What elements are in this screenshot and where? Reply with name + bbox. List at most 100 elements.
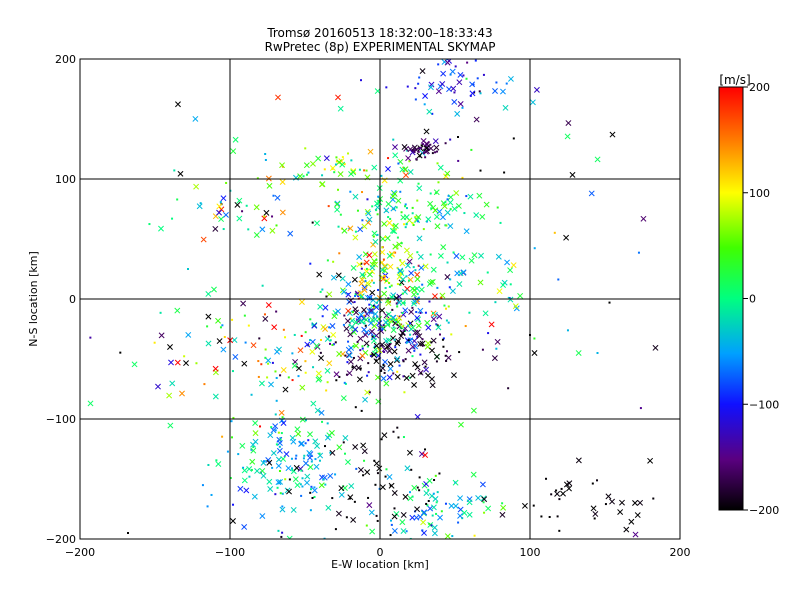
scatter-dot-mark [353, 301, 356, 304]
scatter-dot-mark [275, 443, 278, 446]
scatter-cross-mark [276, 436, 283, 443]
scatter-cross-mark [367, 271, 373, 278]
scatter-cross-mark [361, 326, 368, 333]
scatter-cross-mark [218, 206, 225, 213]
scatter-cross-mark [504, 259, 511, 266]
scatter-dot-mark [427, 499, 430, 502]
scatter-dot-mark [593, 517, 596, 520]
scatter-dot-mark [473, 91, 476, 94]
scatter-cross-mark [619, 499, 625, 506]
scatter-dot-mark [206, 505, 209, 508]
scatter-cross-mark [454, 270, 461, 277]
scatter-dot-mark [311, 496, 314, 499]
scatter-dot-mark [558, 529, 561, 532]
scatter-dot-mark [445, 350, 448, 353]
scatter-dot-mark [364, 280, 367, 283]
scatter-cross-mark [507, 296, 514, 303]
scatter-dot-mark [335, 160, 338, 163]
x-tick-label: 200 [670, 546, 691, 559]
scatter-cross-mark [371, 351, 378, 358]
scatter-dot-mark [261, 284, 264, 287]
scatter-dot-mark [402, 436, 405, 439]
scatter-cross-mark [317, 303, 324, 310]
scatter-dot-mark [383, 350, 386, 353]
scatter-dot-mark [291, 379, 294, 382]
scatter-cross-mark [314, 407, 321, 414]
scatter-dot-mark [401, 325, 404, 328]
scatter-dot-mark [439, 333, 442, 336]
scatter-cross-mark [253, 232, 260, 238]
scatter-cross-mark [488, 321, 495, 328]
scatter-cross-mark [382, 319, 389, 326]
scatter-dot-mark [313, 486, 316, 489]
scatter-dot-mark [396, 370, 399, 373]
scatter-dot-mark [352, 356, 355, 359]
scatter-cross-mark [454, 110, 461, 117]
scatter-dot-mark [334, 528, 337, 531]
scatter-cross-mark [373, 304, 380, 311]
scatter-dot-mark [399, 283, 402, 286]
scatter-dot-mark [392, 224, 395, 227]
scatter-dot-mark [290, 467, 293, 470]
scatter-cross-mark [254, 468, 261, 474]
scatter-dot-mark [371, 353, 374, 356]
scatter-dot-mark [345, 516, 348, 519]
scatter-dot-mark [419, 312, 422, 315]
scatter-cross-mark [369, 264, 376, 271]
scatter-cross-mark [379, 266, 386, 273]
scatter-cross-mark [409, 324, 416, 331]
scatter-dot-mark [385, 468, 388, 471]
scatter-dot-mark [309, 318, 312, 321]
scatter-dot-mark [207, 463, 210, 466]
scatter-dot-mark [281, 416, 284, 419]
scatter-dot-mark [380, 344, 383, 347]
scatter-dot-mark [558, 498, 561, 501]
scatter-dot-mark [278, 445, 281, 448]
scatter-cross-mark [270, 450, 277, 457]
scatter-dot-mark [319, 338, 322, 341]
scatter-dot-mark [479, 169, 482, 172]
scatter-cross-mark [409, 343, 416, 350]
colorbar-tick-label: 200 [749, 81, 770, 94]
scatter-dot-mark [440, 296, 443, 299]
scatter-dot-mark [355, 291, 358, 294]
scatter-cross-mark [412, 329, 419, 336]
scatter-dot-mark [376, 305, 379, 308]
scatter-cross-mark [236, 215, 243, 222]
scatter-dot-mark [302, 457, 305, 460]
scatter-cross-mark [467, 193, 474, 200]
scatter-dot-mark [231, 370, 234, 373]
scatter-cross-mark [411, 381, 418, 388]
scatter-dot-mark [354, 406, 357, 409]
scatter-cross-mark [397, 267, 404, 274]
scatter-cross-mark [216, 338, 223, 345]
scatter-dot-mark [431, 514, 434, 517]
scatter-dot-mark [414, 215, 417, 218]
scatter-cross-mark [366, 308, 373, 315]
scatter-dot-mark [347, 340, 350, 343]
scatter-dot-mark [397, 436, 400, 439]
scatter-dot-mark [274, 413, 277, 416]
scatter-cross-mark [628, 518, 635, 525]
scatter-dot-mark [342, 441, 345, 444]
scatter-dot-mark [297, 375, 300, 378]
scatter-dot-mark [327, 335, 330, 338]
scatter-cross-mark [366, 252, 373, 259]
scatter-dot-mark [350, 159, 353, 162]
scatter-cross-mark [401, 144, 408, 150]
scatter-dot-mark [353, 500, 356, 503]
scatter-cross-mark [416, 235, 423, 242]
scatter-cross-mark [410, 300, 417, 307]
scatter-cross-mark [347, 225, 354, 232]
scatter-dot-mark [415, 311, 418, 314]
scatter-dot-mark [410, 337, 413, 340]
scatter-cross-mark [415, 322, 422, 329]
scatter-dot-mark [403, 391, 406, 394]
scatter-dot-mark [376, 519, 379, 522]
scatter-cross-mark [316, 375, 323, 382]
scatter-dot-mark [215, 459, 218, 462]
scatter-cross-mark [429, 278, 436, 285]
chart-subtitle: RwPretec (8p) EXPERIMENTAL SKYMAP [265, 40, 496, 54]
scatter-dot-mark [280, 535, 283, 538]
scatter-dot-mark [199, 202, 202, 205]
